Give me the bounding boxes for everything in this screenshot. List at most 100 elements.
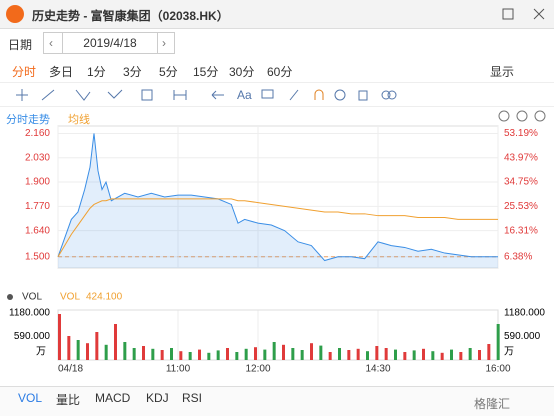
x-tick-label: 11:00 (166, 364, 191, 375)
x-tick-label: 14:30 (365, 364, 390, 375)
y2-tick-label: 1180.000 (504, 307, 545, 318)
volume-bar (142, 346, 145, 360)
volume-bar (254, 347, 257, 360)
title-bar: 历史走势 - 富智康集团（02038.HK） (0, 0, 554, 29)
zoom-controls[interactable] (496, 108, 552, 124)
next-button[interactable]: › (162, 36, 166, 50)
volume-bar (356, 348, 360, 360)
y-tick-label: 1.500 (25, 251, 50, 262)
indicator-tab[interactable]: KDJ (146, 391, 169, 405)
volume-bar (114, 324, 117, 360)
y2-tick-label: 43.97% (504, 152, 538, 163)
volume-bar (188, 352, 192, 360)
unit-label: 万 (36, 347, 46, 358)
series-tab[interactable]: 均线 (68, 114, 90, 126)
volume-bar (198, 349, 201, 360)
prev-button[interactable]: ‹ (49, 36, 53, 50)
volume-bar (347, 350, 351, 360)
volume-bar (384, 348, 388, 360)
y2-tick-label: 34.75% (504, 177, 538, 188)
volume-bar (216, 350, 220, 360)
period-tab[interactable]: 15分 (193, 65, 219, 79)
y-tick-label: 1.770 (25, 201, 50, 212)
series-tab[interactable]: 分时走势 (6, 114, 50, 126)
price-area (58, 133, 498, 268)
volume-bar (104, 344, 108, 360)
indicator-value: 424.100 (86, 292, 123, 303)
y2-tick-label: 16.31% (504, 225, 538, 236)
volume-bar (291, 348, 295, 360)
indicator-label: VOL (60, 292, 80, 303)
x-tick-label: 04/18 (58, 364, 83, 375)
indicator-tab[interactable]: RSI (182, 391, 203, 405)
volume-bar (58, 314, 61, 360)
volume-bar (263, 349, 267, 360)
volume-bar (160, 350, 164, 360)
volume-bar (459, 352, 463, 360)
volume-bar (179, 351, 183, 360)
volume-bar (319, 345, 323, 360)
volume-bar (151, 348, 155, 360)
volume-bar (375, 346, 379, 360)
display-menu[interactable]: 显示 (490, 65, 515, 79)
volume-bar (338, 348, 341, 360)
indicator-tab[interactable]: VOL (18, 391, 43, 405)
date-picker[interactable]: 2019/4/18 ‹ › (43, 32, 175, 54)
volume-bar (450, 349, 453, 360)
volume-bar (86, 343, 89, 360)
volume-bar (403, 352, 407, 360)
series-line (57, 198, 498, 258)
y2-tick-label: 6.38% (504, 251, 532, 262)
toolbar-icons[interactable] (0, 84, 554, 106)
period-tab[interactable]: 1分 (87, 65, 106, 79)
volume-bar (487, 344, 491, 360)
x-tick-label: 16:00 (485, 364, 510, 375)
volume-bar (478, 350, 481, 360)
indicator-tab[interactable]: MACD (95, 391, 131, 405)
logo (6, 5, 24, 23)
y-tick-label: 1180.000 (9, 307, 50, 318)
volume-bar (95, 332, 99, 360)
volume-bar (272, 342, 276, 360)
date-label: 日期 (8, 38, 33, 52)
volume-bar (76, 340, 80, 360)
indicator-tab[interactable]: 量比 (56, 393, 81, 407)
x-tick-label: 12:00 (245, 364, 270, 375)
period-tab[interactable]: 分时 (12, 65, 37, 79)
series-line (57, 133, 498, 262)
window-controls[interactable] (500, 6, 550, 22)
period-tab[interactable]: 5分 (159, 65, 178, 79)
toolbar: Aa (0, 84, 554, 107)
volume-bar (412, 350, 416, 360)
volume-bar (207, 352, 211, 360)
volume-bar (310, 343, 313, 360)
volume-bar (496, 324, 500, 360)
period-bar: 显示 分时 多日 1分 3分 5分 15分 30分 60分 (0, 58, 554, 83)
watermark: 格隆汇 (474, 397, 511, 411)
chart-area: 1.500 1.640 1.770 1.900 2.030 2.160 6.38% 16.31… (7, 125, 545, 375)
y2-tick-label: 25.53% (504, 201, 538, 212)
y-tick-label: 1.900 (25, 177, 50, 188)
y2-tick-label: 53.19% (504, 128, 538, 139)
indicator-tabs: 格隆汇 VOL 量比 MACD KDJ RSI (0, 386, 554, 416)
volume-bar (123, 342, 127, 360)
volume-bar (226, 348, 229, 360)
date-value: 2019/4/18 (62, 33, 158, 53)
volume-bar (170, 348, 173, 360)
volume-bar (468, 348, 472, 360)
y-tick-label: 2.160 (25, 128, 50, 139)
volume-bar (431, 351, 435, 360)
period-tab[interactable]: 多日 (49, 65, 74, 79)
volume-bar (422, 348, 425, 360)
indicator-name: VOL (22, 292, 42, 303)
volume-bar (282, 344, 285, 360)
text-tool[interactable]: Aa (237, 88, 252, 102)
y-tick-label: 1.640 (25, 225, 50, 236)
y-tick-label: 590.000 (14, 331, 51, 342)
y-tick-label: 2.030 (25, 152, 50, 163)
period-tab[interactable]: 30分 (229, 65, 255, 79)
volume-bar (300, 350, 304, 360)
period-tab[interactable]: 60分 (267, 65, 293, 79)
period-tab[interactable]: 3分 (123, 65, 142, 79)
